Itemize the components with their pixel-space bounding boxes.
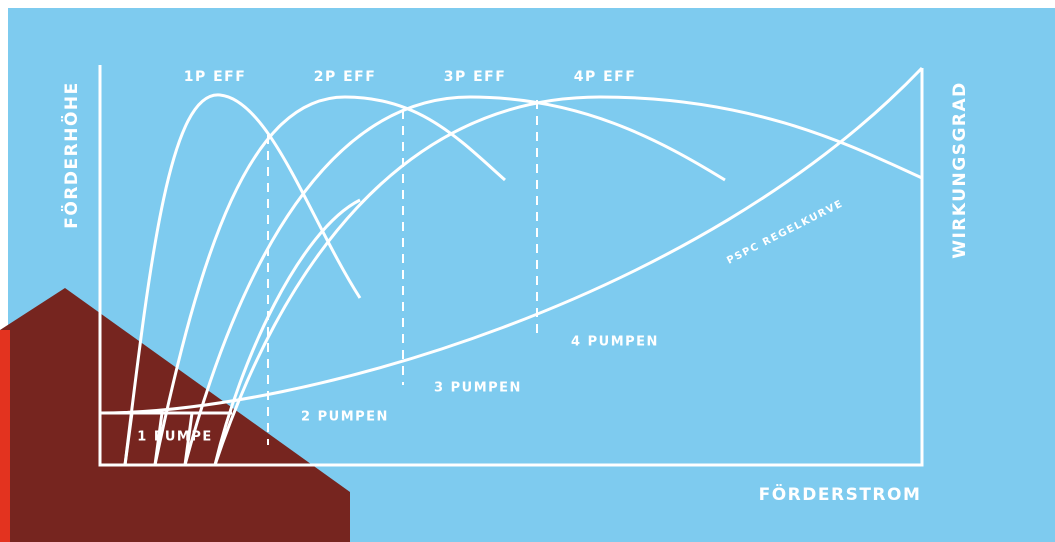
x-axis-label: FÖRDERSTROM [759,483,922,505]
pump-label: 4 PUMPEN [571,335,659,350]
pump-label: 1 PUMPE [137,430,213,445]
corner-strip [0,330,10,542]
efficiency-label: 3P EFF [444,69,507,85]
y-axis-label: FÖRDERHÖHE [60,81,82,229]
pump-label: 2 PUMPEN [301,410,389,425]
diagram: FÖRDERHÖHE WIRKUNGSGRAD FÖRDERSTROM 1P E… [0,0,1055,542]
y2-axis-label: WIRKUNGSGRAD [950,81,970,259]
efficiency-label: 4P EFF [574,69,637,85]
efficiency-label: 1P EFF [184,69,247,85]
pump-label: 3 PUMPEN [434,381,522,396]
efficiency-label: 2P EFF [314,69,377,85]
